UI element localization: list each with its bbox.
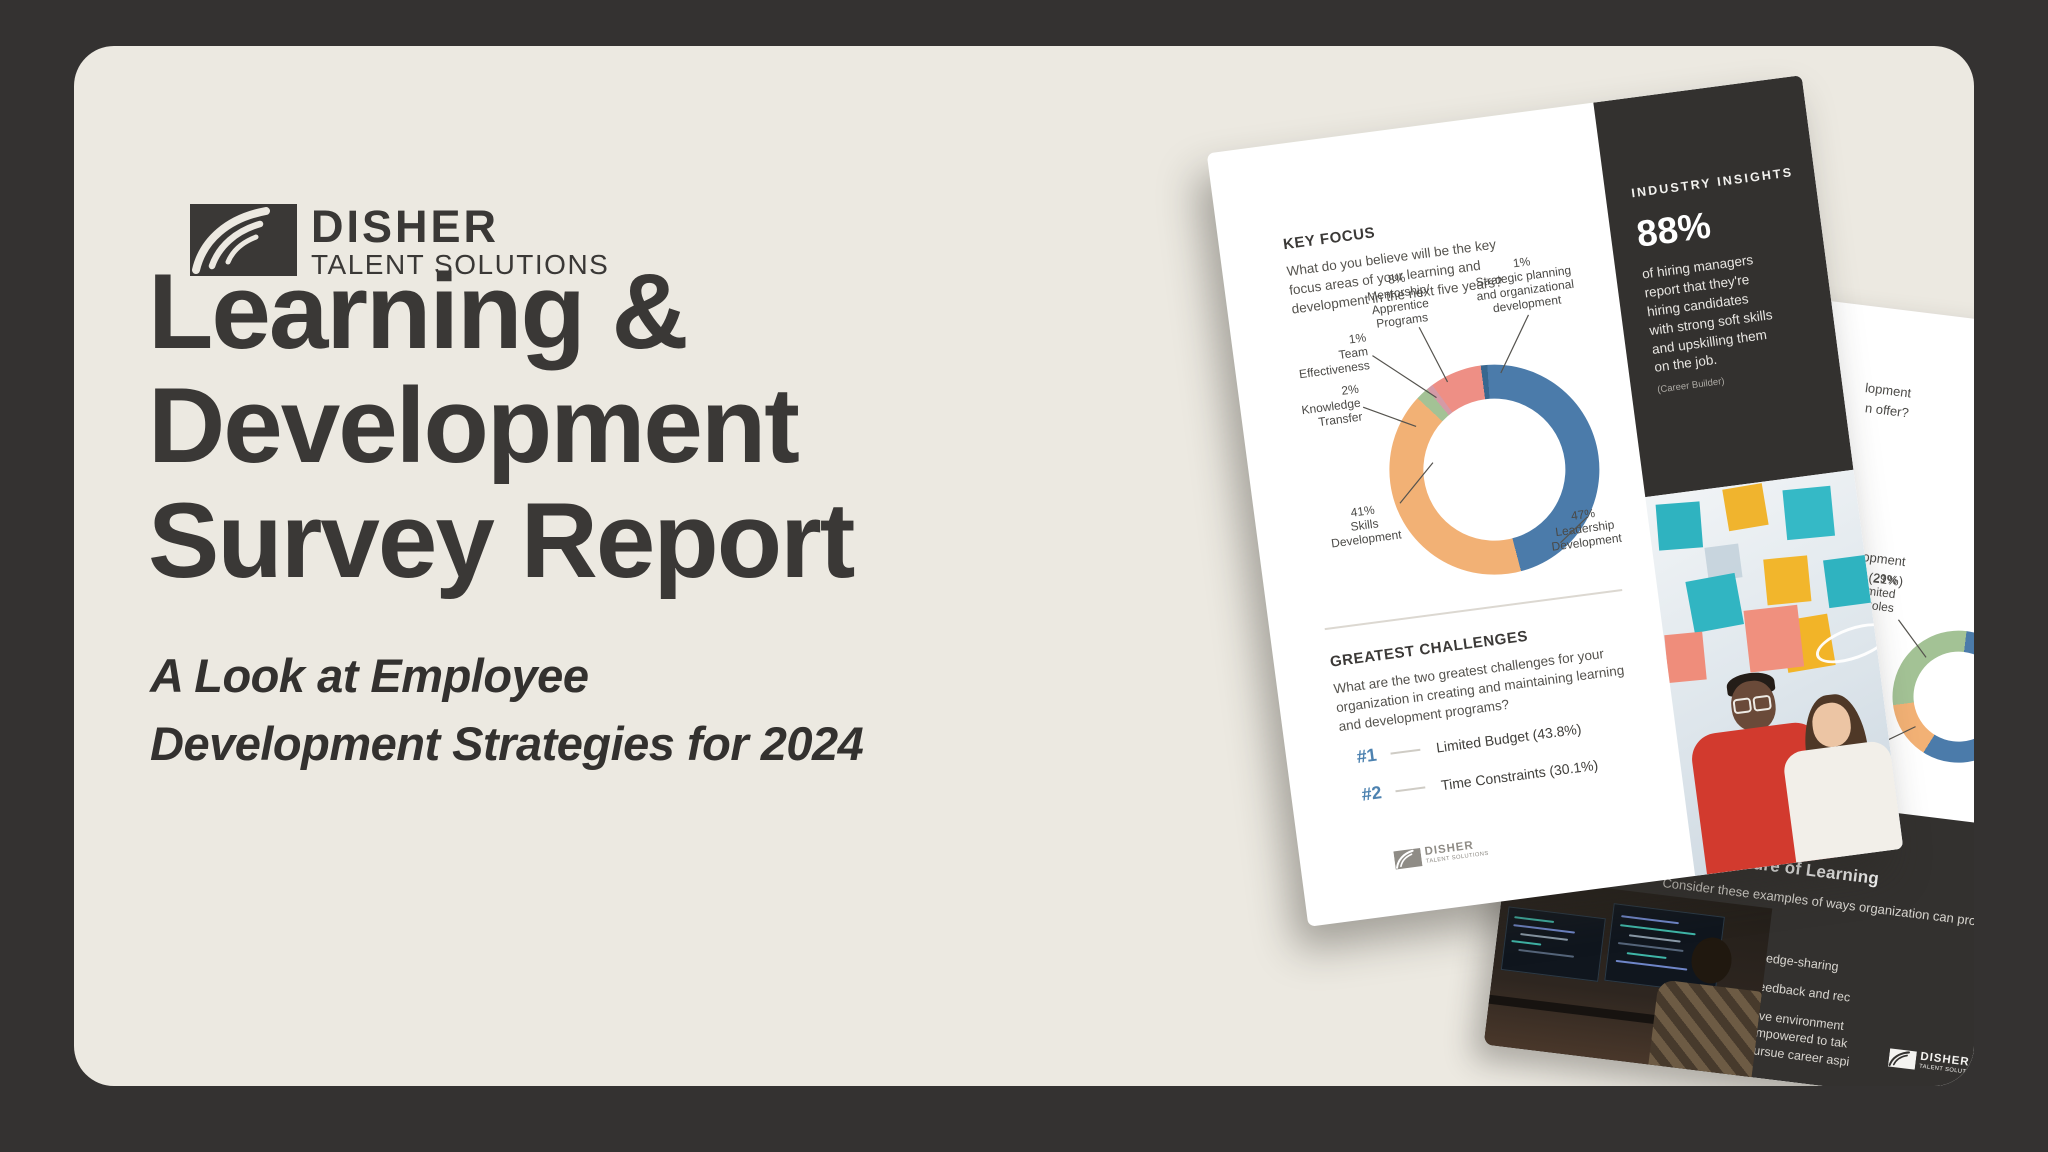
donut1-label-knowledge: 2% Knowledge Transfer (1300, 381, 1364, 430)
person-figure (1781, 739, 1904, 865)
industry-insights-body: of hiring managers report that they're h… (1641, 252, 1774, 376)
industry-insights-stat: 88% (1634, 204, 1714, 255)
rank-number: #2 (1360, 782, 1383, 805)
key-focus-donut-chart (1376, 351, 1613, 588)
industry-insights-heading: INDUSTRY INSIGHTS (1630, 165, 1795, 201)
logo-wordmark: DISHER TALENT SOLUTIONS (311, 204, 609, 279)
sticky-note (1655, 501, 1704, 551)
culture-panel: Create a Culture of Learning Consider th… (1483, 766, 1974, 1086)
offerings-donut-chart (1884, 623, 1974, 771)
disher-wave-icon (1393, 847, 1423, 870)
sticky-note (1782, 485, 1836, 541)
sticky-note (1823, 554, 1873, 609)
disher-logo-small: DISHER TALENT SOLUTIONS (1887, 1048, 1974, 1078)
rank-number: #1 (1355, 744, 1378, 767)
disher-wave-icon (1887, 1048, 1917, 1070)
industry-insights-source: (Career Builder) (1656, 375, 1726, 396)
sticky-note (1743, 604, 1805, 673)
disher-logo: DISHER TALENT SOLUTIONS (190, 204, 609, 279)
sticky-note (1763, 555, 1812, 606)
sticky-note (1722, 483, 1769, 532)
rank-label: Limited Budget (43.8%) (1435, 720, 1583, 756)
disher-wave-icon (190, 204, 297, 276)
rank-label: Time Constraints (30.1%) (1440, 756, 1599, 793)
beige-board: DISHER TALENT SOLUTIONS Learning & Devel… (74, 46, 1974, 1086)
rank-dash (1390, 748, 1421, 755)
page-subtitle: A Look at Employee Development Strategie… (150, 649, 864, 771)
page-title: Learning & Development Survey Report (148, 251, 855, 600)
monitor-screen (1500, 906, 1606, 982)
disher-logo-small: DISHER TALENT SOLUTIONS (1393, 839, 1489, 870)
sticky-note (1685, 572, 1745, 634)
logo-brand: DISHER (311, 201, 500, 252)
donut1-label-team: 1% Team Effectiveness (1298, 330, 1371, 382)
rank-dash (1395, 785, 1426, 792)
logo-subtitle: TALENT SOLUTIONS (311, 249, 610, 280)
person-figure (1648, 979, 1763, 1078)
sticky-note (1664, 631, 1707, 684)
donut1-label-mentorship: 8% Mentorship/ Apprentice Programs (1366, 270, 1431, 332)
key-focus-heading: KEY FOCUS (1282, 224, 1377, 254)
report-page-1: KEY FOCUS What do you believe will be th… (1206, 75, 1904, 927)
programmer-photo (1483, 875, 1773, 1078)
donut1-label-skills: 41% Skills Development (1330, 502, 1403, 551)
industry-insights-panel: INDUSTRY INSIGHTS 88% of hiring managers… (1593, 75, 1854, 498)
section-divider (1324, 588, 1623, 631)
